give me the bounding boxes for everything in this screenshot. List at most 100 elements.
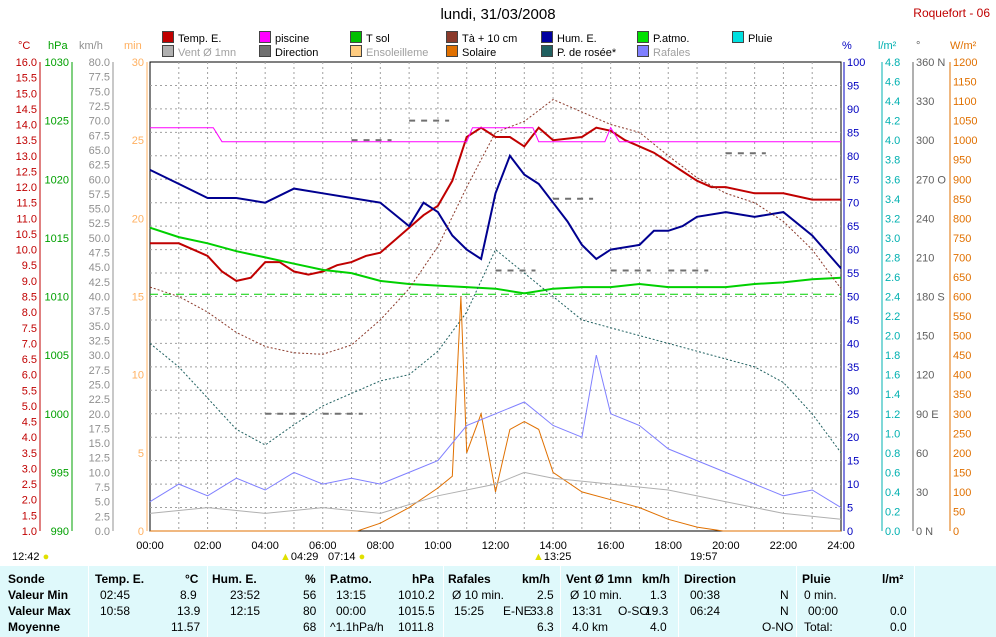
tick-lm2: 4.2 [885, 116, 900, 128]
legend-swatch [541, 31, 553, 43]
series-temp-e- [150, 126, 841, 282]
legend-item-4: Hum. E. [541, 31, 597, 45]
pluie-min-label: 0 min. [804, 588, 837, 602]
pluie-max-val: 0.0 [890, 604, 907, 618]
tick-celsius: 11.5 [16, 198, 37, 210]
tick-celsius: 2.5 [22, 479, 37, 491]
tick-degree: 300 [916, 135, 934, 147]
tick-kmh: 20.0 [89, 409, 110, 421]
tick-percent: 55 [847, 268, 859, 280]
unit-wm2: W/m² [950, 40, 977, 52]
tick-wm2: 1200 [953, 57, 977, 69]
tick-kmh: 70.0 [89, 116, 110, 128]
tick-kmh: 22.5 [89, 394, 110, 406]
tick-wm2: 150 [953, 467, 971, 479]
tick-celsius: 12.0 [16, 182, 37, 194]
tick-wm2: 250 [953, 428, 971, 440]
tick-celsius: 2.0 [22, 495, 37, 507]
legend-item-1: piscine [259, 31, 309, 45]
col-patmo-unit: hPa [412, 572, 435, 586]
x-tick-label: 02:00 [194, 540, 222, 552]
tick-wm2: 50 [953, 506, 965, 518]
tick-wm2: 400 [953, 370, 971, 382]
tick-kmh: 80.0 [89, 57, 110, 69]
vent-min-val: 1.3 [650, 588, 667, 602]
tick-kmh: 15.0 [89, 438, 110, 450]
col-temp-title: Temp. E. [95, 572, 145, 586]
vent-max-time: 13:31 [572, 604, 603, 618]
legend-item-10: Solaire [446, 45, 496, 59]
tick-hpa: 1015 [45, 233, 69, 245]
tick-celsius: 9.0 [22, 276, 37, 288]
tick-kmh: 5.0 [95, 497, 110, 509]
tick-kmh: 47.5 [89, 248, 110, 260]
tick-celsius: 12.5 [16, 166, 37, 178]
legend-label: T sol [366, 33, 390, 45]
tick-lm2: 4.4 [885, 96, 900, 108]
legend-swatch [350, 31, 362, 43]
tick-min: 25 [132, 135, 144, 147]
tick-percent: 15 [847, 456, 859, 468]
tick-celsius: 15.5 [16, 73, 37, 85]
legend-swatch [732, 31, 744, 43]
tick-min: 20 [132, 213, 144, 225]
tick-kmh: 17.5 [89, 423, 110, 435]
legend-item-3: Tà + 10 cm [446, 31, 517, 45]
tick-kmh: 77.5 [89, 72, 110, 84]
tick-wm2: 650 [953, 272, 971, 284]
tick-percent: 25 [847, 409, 859, 421]
unit-hpa: hPa [48, 40, 68, 52]
legend-swatch [162, 31, 174, 43]
hum-max-time: 12:15 [230, 604, 261, 618]
legend-swatch [259, 31, 271, 43]
legend-item-5: P.atmo. [637, 31, 690, 45]
tick-lm2: 1.2 [885, 409, 900, 421]
tick-celsius: 1.0 [22, 526, 37, 538]
vent-max-val: 19.3 [645, 604, 669, 618]
temp-min-val: 8.9 [180, 588, 197, 602]
vent-avg-val: 4.0 [650, 620, 667, 634]
tick-wm2: 500 [953, 331, 971, 343]
tick-kmh: 67.5 [89, 130, 110, 142]
tick-celsius: 3.0 [22, 463, 37, 475]
tick-lm2: 3.4 [885, 194, 900, 206]
col-pluie-unit: l/m² [882, 572, 904, 586]
temp-max-time: 10:58 [100, 604, 131, 618]
tick-lm2: 3.2 [885, 213, 900, 225]
tick-percent: 35 [847, 362, 859, 374]
tick-min: 10 [132, 370, 144, 382]
rafales-max-dir: E-NE [503, 604, 532, 618]
legend-swatch [637, 31, 649, 43]
x-tick-label: 18:00 [654, 540, 682, 552]
col-rafales-unit: km/h [522, 572, 551, 586]
tick-lm2: 1.6 [885, 370, 900, 382]
col-pluie-title: Pluie [802, 572, 831, 586]
col-hum-title: Hum. E. [212, 572, 257, 586]
tick-wm2: 350 [953, 389, 971, 401]
x-tick-label: 16:00 [597, 540, 625, 552]
col-rafales-title: Rafales [448, 572, 491, 586]
tick-lm2: 1.4 [885, 389, 900, 401]
unit-celsius: °C [18, 40, 31, 52]
tick-kmh: 27.5 [89, 365, 110, 377]
tick-kmh: 72.5 [89, 101, 110, 113]
legend-label: piscine [275, 33, 310, 45]
tick-celsius: 10.5 [16, 229, 37, 241]
hum-avg-val: 68 [303, 620, 317, 634]
tick-degree: 150 [916, 331, 934, 343]
patmo-min-val: 1010.2 [398, 588, 435, 602]
row-label-max: Valeur Max [8, 604, 71, 618]
tick-kmh: 32.5 [89, 335, 110, 347]
temp-avg-val: 11.57 [171, 620, 201, 634]
x-tick-label: 24:00 [827, 540, 855, 552]
tick-kmh: 42.5 [89, 277, 110, 289]
legend-label: Ensoleilleme [366, 47, 429, 59]
x-tick-label: 20:00 [712, 540, 740, 552]
tick-degree: 270 O [916, 174, 946, 186]
series-solaire [150, 296, 841, 532]
tick-lm2: 2.6 [885, 272, 900, 284]
tick-kmh: 65.0 [89, 145, 110, 157]
col-patmo-title: P.atmo. [330, 572, 372, 586]
patmo-max-time: 00:00 [336, 604, 367, 618]
tick-percent: 5 [847, 503, 853, 515]
